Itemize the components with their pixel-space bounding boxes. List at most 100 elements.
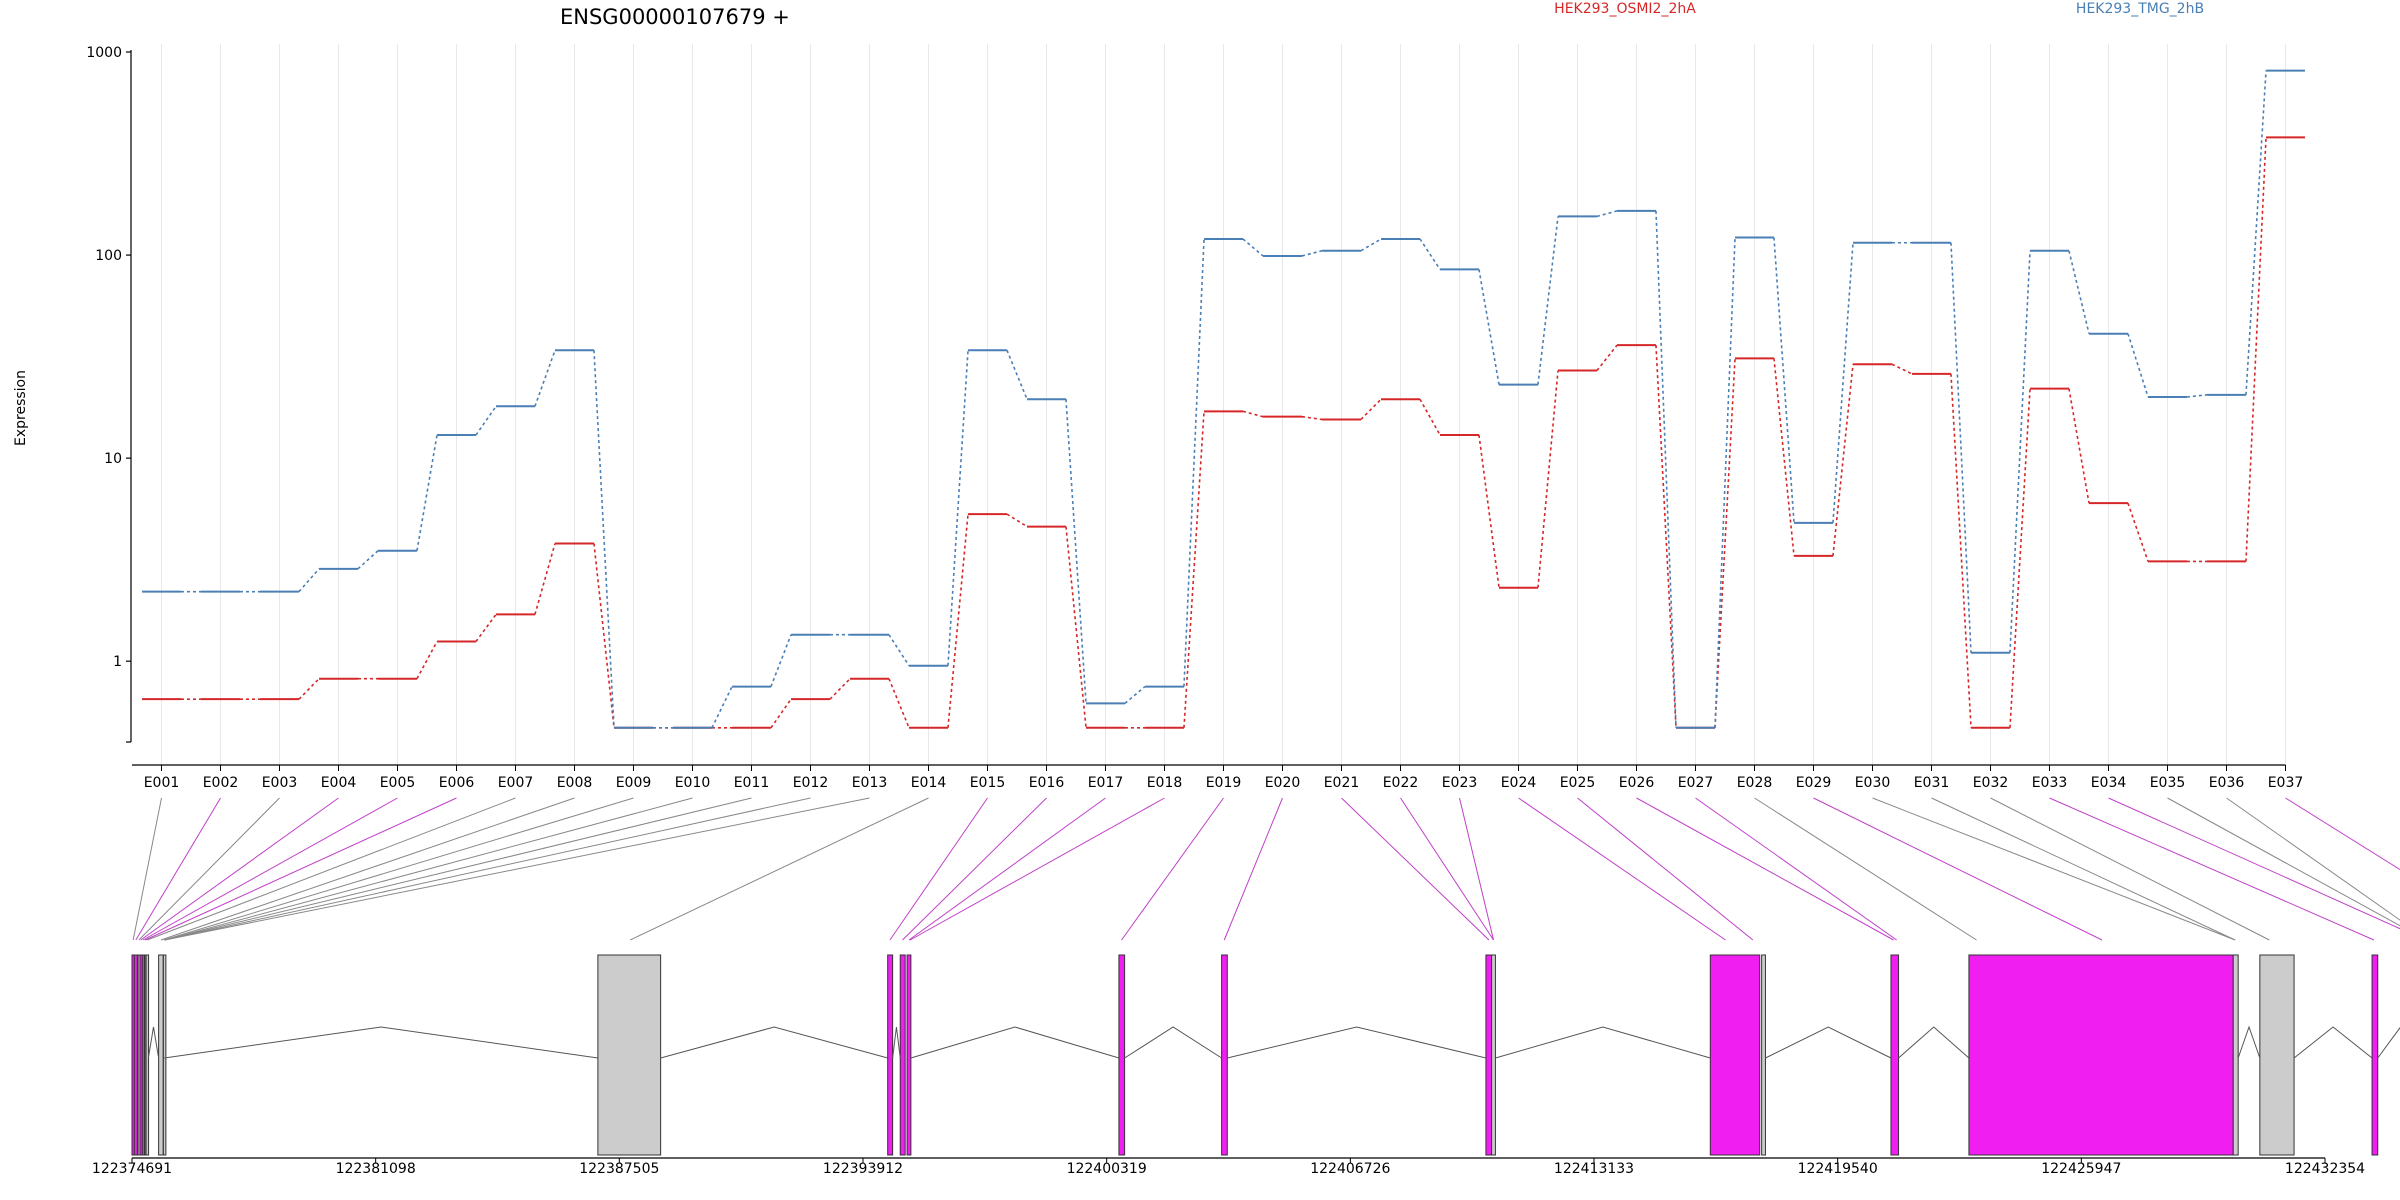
- exon-block: [597, 954, 662, 1156]
- x-tick-label: E018: [1147, 775, 1183, 791]
- series-connector-segment: [1714, 358, 1736, 728]
- exon-connector-line: [142, 797, 398, 941]
- x-tick-label: E008: [557, 775, 593, 791]
- genomic-tick-label: 122381098: [336, 1161, 416, 1177]
- series-connector-segment: [770, 698, 792, 729]
- exon-connector-line: [1341, 797, 1490, 941]
- exon-block: [2371, 954, 2379, 1156]
- series-connector-segment: [2009, 388, 2031, 728]
- x-tick-label: E010: [675, 775, 711, 791]
- genomic-tick-label: 122374691: [92, 1161, 172, 1177]
- exon-connector-line: [164, 797, 752, 941]
- exon-connector-line: [889, 797, 988, 941]
- x-tick-label: E037: [2268, 775, 2304, 791]
- exon-connector-line: [1931, 797, 2236, 941]
- exon-connector-line: [1223, 797, 1283, 941]
- x-tick-label: E011: [734, 775, 770, 791]
- series-connector-segment: [1006, 349, 1028, 400]
- intron-line: [1495, 1026, 1711, 1059]
- series-connector-segment: [2068, 250, 2090, 334]
- series-lines: [142, 69, 2305, 729]
- series-connector-segment: [416, 434, 438, 551]
- exon-connector-line: [1872, 797, 2236, 941]
- series-connector-segment: [534, 543, 556, 615]
- series-connector-segment: [888, 634, 910, 667]
- series-connector-segment: [1891, 363, 1913, 375]
- exon-block: [887, 954, 894, 1156]
- series-connector-segment: [475, 405, 497, 436]
- series-connector-segment: [475, 613, 497, 642]
- y-tick-label: 1: [113, 654, 122, 670]
- x-tick-label: E032: [1973, 775, 2009, 791]
- x-tick-label: E007: [498, 775, 534, 791]
- series-connector-segment: [1301, 249, 1323, 257]
- series-connector-segment: [711, 686, 733, 729]
- x-tick-label: E035: [2150, 775, 2186, 791]
- exon-block: [1761, 954, 1766, 1156]
- exon-connector-line: [2108, 797, 2400, 930]
- series-connector-segment: [1832, 364, 1854, 556]
- exon-connector-line: [2226, 797, 2400, 921]
- x-tick-label: E004: [321, 775, 357, 791]
- series-connector-segment: [1419, 238, 1441, 270]
- x-tick-label: E006: [439, 775, 475, 791]
- series-connector-segment: [1596, 210, 1618, 218]
- exon-block: [906, 954, 912, 1156]
- exon-block: [162, 954, 167, 1156]
- exon-connector-line: [144, 797, 457, 941]
- x-tick-label: E036: [2209, 775, 2245, 791]
- x-tick-label: E015: [970, 775, 1006, 791]
- intron-line: [910, 1026, 1120, 1059]
- intron-line: [892, 1026, 901, 1059]
- exon-connector-line: [1459, 797, 1495, 941]
- exon-connector-line: [1990, 797, 2270, 941]
- y-tick-label: 1000: [86, 45, 122, 61]
- exon-connector-line: [160, 797, 575, 941]
- series-connector-segment: [2009, 250, 2031, 653]
- x-tick-label: E013: [852, 775, 888, 791]
- exon-connector-line: [1518, 797, 1726, 941]
- series-connector-segment: [1301, 415, 1323, 421]
- series-connector-segment: [593, 350, 615, 728]
- series-connector-segment: [1183, 238, 1205, 687]
- exon-block: [1968, 954, 2234, 1156]
- intron-line: [2377, 1026, 2400, 1059]
- series-connector-segment: [1950, 242, 1972, 653]
- x-tick-label: E017: [1088, 775, 1124, 791]
- legend-osmi2: HEK293_OSMI2_2hA: [1554, 1, 1696, 17]
- series-connector-segment: [1006, 513, 1028, 528]
- series-connector-segment: [1242, 410, 1264, 418]
- y-axis-label: Expression: [13, 370, 29, 446]
- genomic-axis: 122374691 122381098 122387505 122393912 1224…: [92, 1157, 2365, 1177]
- series-connector-segment: [888, 678, 910, 729]
- exon-connector-line: [135, 797, 221, 941]
- exon-connector-line: [147, 797, 516, 941]
- axes: 1 10 100 1000 E001 E002 E003 E004 E005 E006 E007 E0…: [86, 45, 2303, 791]
- exon-block: [145, 954, 150, 1156]
- y-tick-label: 10: [104, 451, 122, 467]
- exon-connector-line: [164, 797, 870, 941]
- x-tick-label: E009: [616, 775, 652, 791]
- series-connector-segment: [947, 350, 969, 666]
- series-connector-segment: [298, 678, 320, 700]
- x-tick-label: E014: [911, 775, 947, 791]
- exon-block: [158, 954, 164, 1156]
- series-connector-segment: [593, 543, 615, 728]
- series-connector-segment: [2127, 333, 2149, 398]
- series-connector-segment: [1124, 685, 1146, 704]
- intron-line: [1898, 1026, 1970, 1059]
- intron-line: [2237, 1025, 2261, 1059]
- exon-connector-line: [1577, 797, 1754, 941]
- series-connector-segment: [416, 641, 438, 680]
- x-tick-label: E034: [2091, 775, 2127, 791]
- genomic-tick-label: 122393912: [823, 1161, 903, 1177]
- x-tick-label: E016: [1029, 775, 1065, 791]
- exon-connector-line: [909, 797, 1165, 941]
- x-tick-label: E022: [1383, 775, 1419, 791]
- legend-tmg: HEK293_TMG_2hB: [2076, 1, 2204, 17]
- series-connector-segment: [2245, 70, 2267, 395]
- series-connector-segment: [298, 568, 320, 593]
- series-connector-segment: [2127, 502, 2149, 562]
- exon-connector-line: [1813, 797, 2103, 941]
